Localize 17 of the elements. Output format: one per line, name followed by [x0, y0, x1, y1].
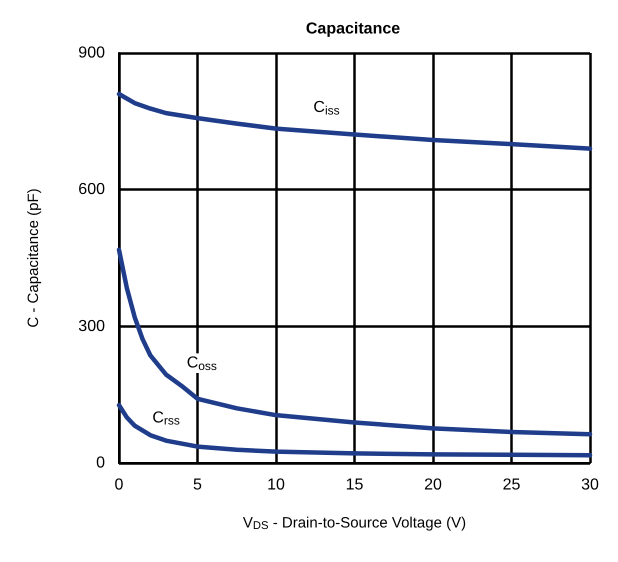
x-tick-label: 30 [581, 476, 599, 494]
x-tick-label: 10 [267, 476, 285, 494]
line-series [116, 92, 592, 151]
x-tick-label: 5 [193, 476, 202, 494]
y-tick-label: 300 [78, 318, 106, 335]
y-tick-label: 600 [78, 181, 106, 198]
y-tick-label: 0 [96, 454, 106, 472]
x-axis-title: VDS - Drain-to-Source Voltage (V) [242, 514, 466, 532]
x-tick-label: 20 [424, 476, 442, 494]
chart-title: Capacitance [306, 20, 400, 38]
x-tick-label: 25 [502, 476, 520, 494]
y-tick-label: 900 [78, 44, 106, 62]
x-tick-label: 0 [114, 476, 124, 494]
x-tick-label: 15 [346, 476, 364, 494]
y-axis-title: C - Capacitance (pF) [25, 188, 42, 328]
line-series [116, 248, 592, 437]
line-series [116, 402, 592, 458]
